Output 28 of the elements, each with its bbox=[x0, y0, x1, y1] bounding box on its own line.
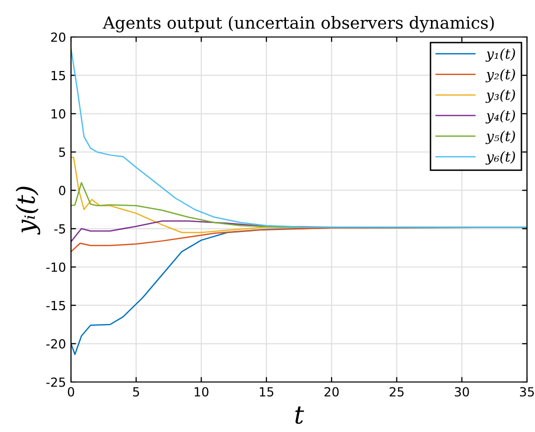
legend-label: y₂(t) bbox=[486, 68, 516, 82]
x-tick-label: 0 bbox=[68, 387, 74, 397]
y-tick-label: -5 bbox=[54, 224, 66, 234]
x-tick-label: 25 bbox=[390, 387, 404, 397]
legend-label: y₆(t) bbox=[486, 151, 516, 165]
y-axis-title: yᵢ(t) bbox=[16, 186, 40, 235]
y-tick-label: 15 bbox=[52, 70, 66, 80]
y-tick-label: -10 bbox=[46, 262, 66, 272]
x-tick-label: 5 bbox=[133, 387, 140, 397]
legend-label: y₅(t) bbox=[486, 130, 516, 144]
legend-label: y₄(t) bbox=[486, 110, 516, 124]
chart-title: Agents output (uncertain observers dynamics) bbox=[102, 16, 494, 32]
line-series bbox=[71, 48, 527, 228]
x-tick-label: 35 bbox=[520, 387, 534, 397]
y-tick-label: 5 bbox=[59, 148, 66, 157]
y-tick-label: -25 bbox=[46, 377, 66, 387]
x-tick-label: 20 bbox=[324, 387, 339, 397]
x-tick-label: 10 bbox=[194, 387, 208, 397]
legend-label: y₃(t) bbox=[486, 89, 516, 103]
legend-label: y₁(t) bbox=[486, 48, 516, 62]
y-tick-label: -20 bbox=[46, 339, 66, 349]
y-tick-label: 10 bbox=[52, 109, 66, 119]
y-tick-label: 0 bbox=[59, 186, 66, 196]
y-tick-label: -15 bbox=[46, 300, 66, 310]
x-tick-label: 30 bbox=[454, 387, 469, 397]
x-axis-title: t bbox=[295, 406, 304, 424]
x-tick-label: 15 bbox=[260, 387, 274, 397]
y-tick-label: 20 bbox=[51, 32, 66, 42]
